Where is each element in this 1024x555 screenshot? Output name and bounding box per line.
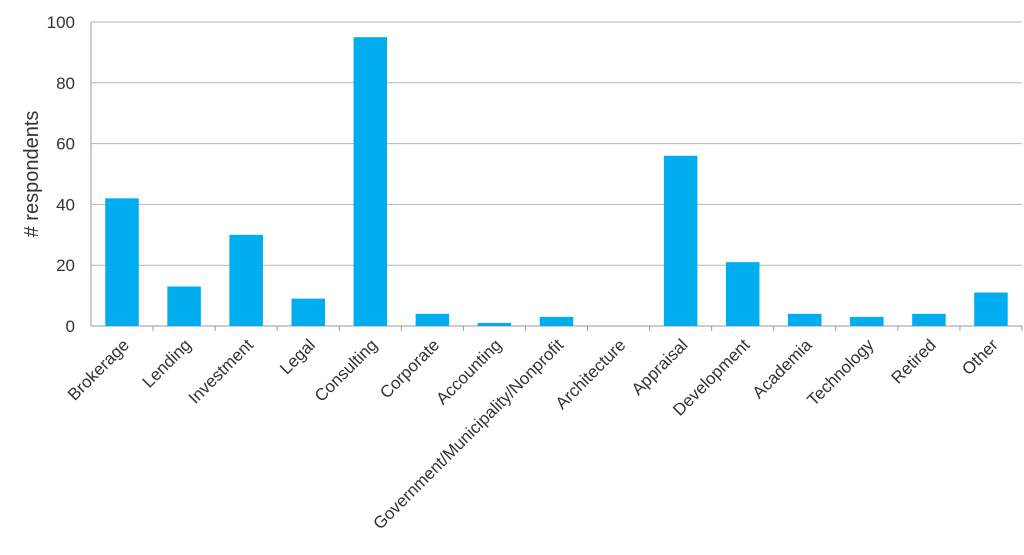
x-tick-label: Corporate: [376, 335, 443, 402]
y-tick-label: 80: [56, 74, 75, 93]
bar-technology: [850, 316, 884, 326]
bar-corporate: [415, 313, 450, 326]
bar-lending: [167, 286, 201, 326]
x-tick-label: Investment: [185, 335, 257, 407]
x-tick-label: Lending: [139, 335, 195, 391]
y-tick-label: 60: [56, 135, 75, 154]
x-tick-label: Legal: [276, 335, 319, 378]
x-tick-label: Retired: [888, 335, 940, 387]
bar-other: [974, 292, 1008, 326]
bar-consulting: [353, 37, 388, 326]
bars: [105, 37, 1008, 326]
bar-development: [725, 262, 760, 326]
x-tick-label: Appraisal: [628, 335, 692, 399]
x-tick-label: Brokerage: [64, 335, 133, 404]
y-axis-ticks: 0 20 40 60 80 100: [47, 13, 75, 336]
x-tick-label: Other: [958, 335, 1002, 379]
x-tick-label: Consulting: [311, 335, 381, 405]
bar-investment: [229, 234, 263, 326]
y-axis-title: # respondents: [21, 111, 43, 238]
bar-legal: [291, 298, 325, 326]
bar-accounting: [477, 322, 512, 326]
x-tick-label: Technology: [803, 335, 878, 410]
bar-government-municipality-nonprofit: [539, 316, 574, 326]
bar-brokerage: [105, 198, 139, 326]
y-tick-label: 0: [66, 317, 75, 336]
y-tick-label: 40: [56, 195, 75, 214]
y-tick-label: 100: [47, 13, 75, 32]
bar-retired: [912, 313, 946, 326]
x-tick-label: Academia: [749, 335, 816, 402]
bar-academia: [788, 313, 822, 326]
y-tick-label: 20: [56, 256, 75, 275]
bar-appraisal: [663, 155, 698, 326]
